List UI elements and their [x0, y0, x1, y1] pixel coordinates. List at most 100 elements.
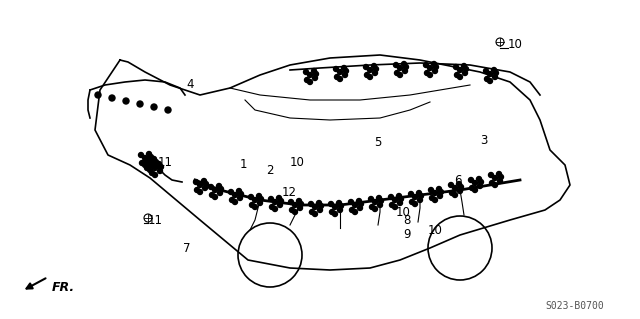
Circle shape: [438, 194, 442, 198]
Circle shape: [212, 188, 218, 192]
Circle shape: [378, 198, 383, 204]
Circle shape: [159, 165, 163, 169]
Circle shape: [397, 201, 403, 205]
Text: 5: 5: [374, 137, 381, 150]
Circle shape: [317, 207, 323, 212]
Circle shape: [152, 157, 157, 161]
Text: FR.: FR.: [52, 281, 75, 294]
Circle shape: [433, 64, 438, 70]
Circle shape: [298, 202, 303, 206]
Circle shape: [349, 199, 353, 204]
Circle shape: [497, 179, 502, 183]
Text: 3: 3: [480, 133, 488, 146]
Circle shape: [431, 62, 436, 66]
Circle shape: [157, 168, 163, 174]
Circle shape: [333, 66, 339, 71]
Circle shape: [248, 195, 253, 199]
Circle shape: [449, 182, 454, 188]
Circle shape: [472, 188, 477, 192]
Circle shape: [372, 206, 378, 211]
Circle shape: [493, 75, 497, 79]
Circle shape: [330, 210, 335, 214]
Circle shape: [198, 189, 202, 195]
Circle shape: [308, 202, 314, 206]
Circle shape: [209, 184, 214, 189]
Circle shape: [472, 181, 477, 186]
Circle shape: [337, 201, 342, 205]
Circle shape: [449, 190, 454, 196]
Circle shape: [257, 201, 262, 205]
Circle shape: [339, 204, 344, 209]
Circle shape: [349, 207, 355, 212]
Circle shape: [237, 189, 241, 194]
Circle shape: [342, 65, 346, 70]
Circle shape: [209, 192, 214, 197]
Circle shape: [477, 176, 481, 182]
Circle shape: [470, 186, 474, 190]
Text: 1: 1: [239, 159, 247, 172]
Circle shape: [413, 195, 417, 199]
Circle shape: [410, 199, 415, 204]
Circle shape: [269, 204, 275, 210]
Circle shape: [497, 172, 502, 176]
Circle shape: [468, 177, 474, 182]
Circle shape: [378, 203, 383, 207]
Circle shape: [289, 199, 294, 204]
Circle shape: [257, 194, 262, 198]
Circle shape: [356, 198, 362, 204]
Circle shape: [463, 70, 467, 76]
Circle shape: [328, 202, 333, 206]
Circle shape: [492, 68, 497, 72]
Circle shape: [154, 160, 159, 165]
Circle shape: [392, 197, 397, 203]
Circle shape: [138, 152, 143, 158]
Circle shape: [461, 63, 467, 69]
Circle shape: [253, 197, 257, 203]
Text: 4: 4: [186, 78, 194, 92]
Circle shape: [239, 191, 243, 197]
Circle shape: [312, 211, 317, 217]
Circle shape: [193, 180, 198, 184]
Circle shape: [333, 211, 337, 217]
Circle shape: [452, 192, 458, 197]
Circle shape: [424, 70, 429, 76]
Circle shape: [456, 182, 461, 187]
Circle shape: [165, 107, 171, 113]
Circle shape: [463, 66, 468, 71]
Circle shape: [392, 204, 397, 210]
Circle shape: [499, 174, 504, 180]
Circle shape: [372, 70, 378, 76]
Circle shape: [483, 69, 488, 73]
Circle shape: [319, 204, 323, 209]
Circle shape: [259, 197, 264, 202]
Circle shape: [367, 68, 372, 72]
Text: 6: 6: [454, 174, 461, 187]
Circle shape: [305, 78, 310, 83]
Text: 10: 10: [396, 205, 411, 219]
Circle shape: [95, 92, 101, 98]
Circle shape: [344, 69, 349, 73]
Circle shape: [429, 196, 435, 201]
Circle shape: [428, 72, 433, 78]
Circle shape: [148, 154, 154, 160]
Circle shape: [289, 207, 294, 212]
Circle shape: [143, 162, 147, 167]
Circle shape: [493, 70, 499, 76]
Circle shape: [148, 162, 154, 167]
Circle shape: [369, 197, 374, 202]
Circle shape: [458, 75, 463, 79]
Circle shape: [365, 72, 369, 78]
Circle shape: [428, 65, 433, 70]
Circle shape: [403, 64, 408, 70]
Circle shape: [484, 77, 490, 81]
Circle shape: [152, 173, 157, 177]
Circle shape: [413, 202, 417, 206]
Text: 10: 10: [428, 224, 443, 236]
Circle shape: [204, 182, 209, 187]
Circle shape: [143, 155, 147, 160]
Circle shape: [232, 192, 237, 197]
Circle shape: [307, 79, 312, 85]
Circle shape: [147, 152, 152, 157]
Circle shape: [433, 190, 438, 196]
Text: 7: 7: [183, 241, 191, 255]
